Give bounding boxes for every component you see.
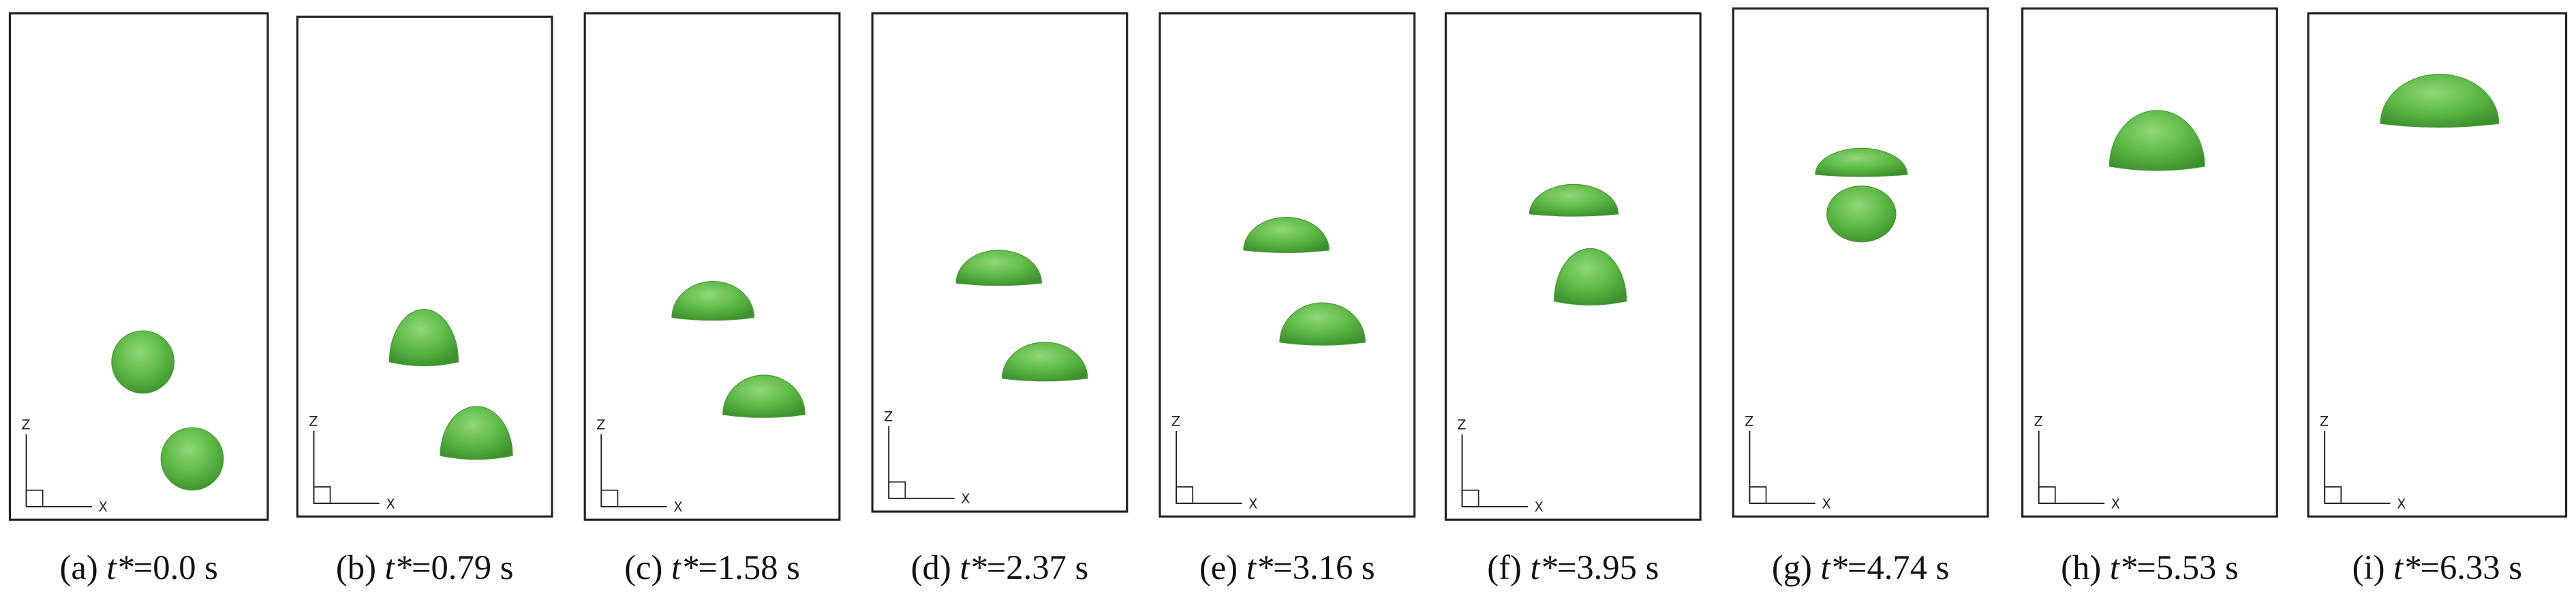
caption-time: =4.74 s <box>1847 548 1949 586</box>
panel: Z X (b) t*=0.79 s <box>296 15 553 586</box>
panel-frame <box>871 12 1129 513</box>
axis-label-z: Z <box>2320 414 2329 430</box>
axis-label-x: X <box>2111 496 2120 511</box>
bubble <box>1815 147 1908 177</box>
caption-time: =3.95 s <box>1557 548 1659 586</box>
caption: (h) t*=5.53 s <box>2061 548 2239 586</box>
axis-label-z: Z <box>1457 417 1466 433</box>
caption-variable: t* <box>671 548 699 586</box>
panel: Z X (c) t*=1.58 s <box>583 12 841 586</box>
axis-label-z: Z <box>21 417 30 433</box>
caption-time: =5.53 s <box>2136 548 2238 586</box>
panel: Z X (f) t*=3.95 s <box>1444 12 1702 586</box>
caption-variable: t* <box>2393 548 2421 586</box>
caption-variable: t* <box>1821 548 1848 586</box>
axis-label-x: X <box>386 496 395 511</box>
axis-box <box>1461 489 1479 507</box>
panel: Z X (d) t*=2.37 s <box>871 12 1129 586</box>
caption-letter: (c) <box>624 548 671 586</box>
caption: (e) t*=3.16 s <box>1199 548 1375 586</box>
panel: Z X (a) t*=0.0 s <box>8 12 269 586</box>
bubble <box>111 330 175 394</box>
caption-variable: t* <box>106 548 134 586</box>
axis-label-x: X <box>1822 496 1830 511</box>
axis-label-x: X <box>1535 499 1544 515</box>
caption-time: =0.79 s <box>412 548 513 586</box>
axis-label-x: X <box>673 499 682 515</box>
panel-frame <box>8 12 269 521</box>
axis-label-x: X <box>1248 496 1257 511</box>
bubble <box>1529 183 1619 217</box>
axis-label-z: Z <box>1171 414 1180 430</box>
axis-label-x: X <box>2397 496 2406 511</box>
bubble <box>2380 74 2500 128</box>
axis-box <box>888 481 906 499</box>
caption-time: =0.0 s <box>134 548 218 586</box>
axis-box <box>600 489 619 507</box>
bubble <box>955 250 1042 286</box>
caption: (i) t*=6.33 s <box>2352 548 2522 586</box>
caption-variable: t* <box>960 548 987 586</box>
axis-box <box>313 486 331 504</box>
panel-frame <box>296 15 553 518</box>
caption-letter: (d) <box>911 548 960 586</box>
axis-box <box>1749 486 1767 504</box>
bubble <box>722 374 806 418</box>
caption: (g) t*=4.74 s <box>1772 548 1950 586</box>
caption: (f) t*=3.95 s <box>1487 548 1659 586</box>
caption-letter: (e) <box>1199 548 1246 586</box>
caption-variable: t* <box>1246 548 1274 586</box>
axis-label-z: Z <box>1745 414 1753 430</box>
panel: Z X (g) t*=4.74 s <box>1732 7 1989 586</box>
axis-box <box>1176 486 1194 504</box>
panel: Z X (h) t*=5.53 s <box>2021 7 2278 586</box>
bubble <box>1279 302 1366 346</box>
bubble <box>671 280 755 321</box>
caption-letter: (b) <box>336 548 385 586</box>
bubble <box>1001 342 1088 382</box>
panel: Z X (e) t*=3.16 s <box>1159 12 1416 586</box>
axis-label-z: Z <box>596 417 605 433</box>
caption-variable: t* <box>385 548 412 586</box>
caption-time: =3.16 s <box>1273 548 1375 586</box>
bubble <box>388 308 459 367</box>
caption-letter: (a) <box>60 548 107 586</box>
caption-variable: t* <box>2110 548 2137 586</box>
axis-box <box>2038 486 2056 504</box>
caption-time: =1.58 s <box>698 548 799 586</box>
caption: (c) t*=1.58 s <box>624 548 800 586</box>
bubble <box>160 427 224 491</box>
caption: (d) t*=2.37 s <box>911 548 1089 586</box>
caption-letter: (g) <box>1772 548 1821 586</box>
bubble <box>1826 185 1897 243</box>
caption-letter: (i) <box>2352 548 2393 586</box>
caption: (b) t*=0.79 s <box>336 548 514 586</box>
panel-frame <box>1732 7 1989 518</box>
caption-variable: t* <box>1530 548 1557 586</box>
panel-frame <box>583 12 841 521</box>
bubble <box>1553 248 1627 306</box>
axis-box <box>2324 486 2342 504</box>
axis-label-z: Z <box>884 409 893 425</box>
caption-letter: (h) <box>2061 548 2110 586</box>
caption: (a) t*=0.0 s <box>60 548 218 586</box>
panel: Z X (i) t*=6.33 s <box>2307 12 2568 586</box>
bubble <box>440 406 513 460</box>
axis-label-z: Z <box>309 414 318 430</box>
panel-frame <box>2021 7 2278 518</box>
axis-label-z: Z <box>2034 414 2042 430</box>
axis-label-x: X <box>961 491 970 507</box>
axis-box <box>25 489 44 507</box>
axis-label-x: X <box>99 499 108 515</box>
caption-letter: (f) <box>1487 548 1530 586</box>
panel-frame <box>1159 12 1416 518</box>
bubble <box>2109 110 2205 171</box>
bubble <box>1243 216 1330 254</box>
caption-time: =2.37 s <box>987 548 1088 586</box>
caption-time: =6.33 s <box>2420 548 2521 586</box>
